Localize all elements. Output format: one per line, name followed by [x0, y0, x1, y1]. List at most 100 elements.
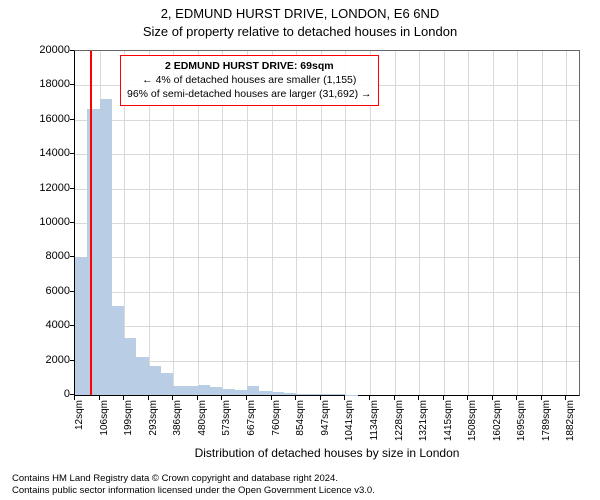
xtick-label: 1321sqm: [418, 400, 429, 442]
histogram-bar: [284, 393, 296, 395]
annotation-smaller: ← 4% of detached houses are smaller (1,1…: [127, 73, 372, 87]
gridline-v: [493, 51, 494, 395]
xtick-label: 480sqm: [197, 400, 208, 442]
footer-line2: Contains public sector information licen…: [12, 485, 375, 497]
ytick-mark: [70, 256, 74, 257]
xtick-mark: [565, 396, 566, 400]
xtick-mark: [369, 396, 370, 400]
xtick-label: 760sqm: [271, 400, 282, 442]
xtick-label: 854sqm: [295, 400, 306, 442]
xtick-label: 1695sqm: [516, 400, 527, 442]
histogram-bar: [222, 389, 234, 395]
gridline-v: [395, 51, 396, 395]
histogram-bar: [186, 386, 198, 395]
histogram-bar: [235, 390, 247, 396]
gridline-v: [517, 51, 518, 395]
annotation-title: 2 EDMUND HURST DRIVE: 69sqm: [127, 59, 372, 73]
xtick-mark: [148, 396, 149, 400]
xtick-mark: [271, 396, 272, 400]
xtick-label: 199sqm: [123, 400, 134, 442]
gridline-v: [566, 51, 567, 395]
xtick-label: 12sqm: [74, 400, 85, 442]
ytick-label: 6000: [10, 285, 70, 297]
xtick-mark: [246, 396, 247, 400]
xtick-mark: [516, 396, 517, 400]
gridline-h: [75, 154, 579, 155]
ytick-label: 20000: [10, 44, 70, 56]
histogram-bar: [308, 394, 320, 395]
xtick-label: 1228sqm: [394, 400, 405, 442]
xtick-label: 1882sqm: [565, 400, 576, 442]
histogram-bar: [173, 386, 185, 395]
annotation-larger: 96% of semi-detached houses are larger (…: [127, 87, 372, 101]
histogram-bar: [149, 366, 161, 395]
gridline-h: [75, 292, 579, 293]
xtick-mark: [123, 396, 124, 400]
xtick-label: 1508sqm: [467, 400, 478, 442]
xtick-label: 1602sqm: [492, 400, 503, 442]
xtick-mark: [221, 396, 222, 400]
chart-container: 2, EDMUND HURST DRIVE, LONDON, E6 6ND Si…: [0, 0, 600, 500]
ytick-mark: [70, 153, 74, 154]
reference-line: [90, 51, 92, 395]
xtick-label: 667sqm: [246, 400, 257, 442]
xtick-mark: [197, 396, 198, 400]
ytick-label: 0: [10, 388, 70, 400]
histogram-bar: [210, 387, 222, 395]
ytick-label: 18000: [10, 78, 70, 90]
xtick-mark: [74, 396, 75, 400]
ytick-label: 4000: [10, 319, 70, 331]
histogram-bar: [333, 394, 345, 395]
histogram-bar: [161, 373, 173, 395]
ytick-label: 14000: [10, 147, 70, 159]
histogram-bar: [75, 257, 87, 395]
ytick-mark: [70, 394, 74, 395]
gridline-h: [75, 257, 579, 258]
xtick-mark: [394, 396, 395, 400]
xtick-mark: [492, 396, 493, 400]
ytick-label: 16000: [10, 113, 70, 125]
xtick-label: 386sqm: [172, 400, 183, 442]
gridline-h: [75, 189, 579, 190]
ytick-mark: [70, 325, 74, 326]
chart-title-address: 2, EDMUND HURST DRIVE, LONDON, E6 6ND: [0, 6, 600, 21]
ytick-mark: [70, 84, 74, 85]
histogram-bar: [124, 338, 136, 395]
xtick-mark: [541, 396, 542, 400]
xtick-mark: [344, 396, 345, 400]
xtick-mark: [467, 396, 468, 400]
ytick-label: 12000: [10, 182, 70, 194]
histogram-bar: [321, 394, 333, 395]
ytick-label: 2000: [10, 354, 70, 366]
gridline-h: [75, 120, 579, 121]
gridline-h: [75, 326, 579, 327]
xtick-mark: [295, 396, 296, 400]
ytick-mark: [70, 222, 74, 223]
ytick-mark: [70, 360, 74, 361]
ytick-mark: [70, 291, 74, 292]
histogram-bar: [198, 385, 210, 395]
footer-attribution: Contains HM Land Registry data © Crown c…: [12, 473, 375, 497]
gridline-h: [75, 223, 579, 224]
xtick-mark: [172, 396, 173, 400]
annotation-box: 2 EDMUND HURST DRIVE: 69sqm ← 4% of deta…: [120, 55, 379, 106]
ytick-mark: [70, 188, 74, 189]
xtick-label: 947sqm: [320, 400, 331, 442]
histogram-bar: [136, 357, 148, 395]
xtick-label: 293sqm: [148, 400, 159, 442]
xtick-label: 1041sqm: [344, 400, 355, 442]
xtick-label: 1415sqm: [443, 400, 454, 442]
ytick-mark: [70, 119, 74, 120]
xtick-mark: [418, 396, 419, 400]
gridline-h: [75, 361, 579, 362]
gridline-v: [468, 51, 469, 395]
xtick-label: 1134sqm: [369, 400, 380, 442]
footer-line1: Contains HM Land Registry data © Crown c…: [12, 473, 375, 485]
gridline-v: [444, 51, 445, 395]
xtick-label: 573sqm: [221, 400, 232, 442]
gridline-v: [542, 51, 543, 395]
x-axis-label: Distribution of detached houses by size …: [74, 446, 580, 460]
gridline-v: [419, 51, 420, 395]
xtick-mark: [320, 396, 321, 400]
ytick-label: 8000: [10, 250, 70, 262]
